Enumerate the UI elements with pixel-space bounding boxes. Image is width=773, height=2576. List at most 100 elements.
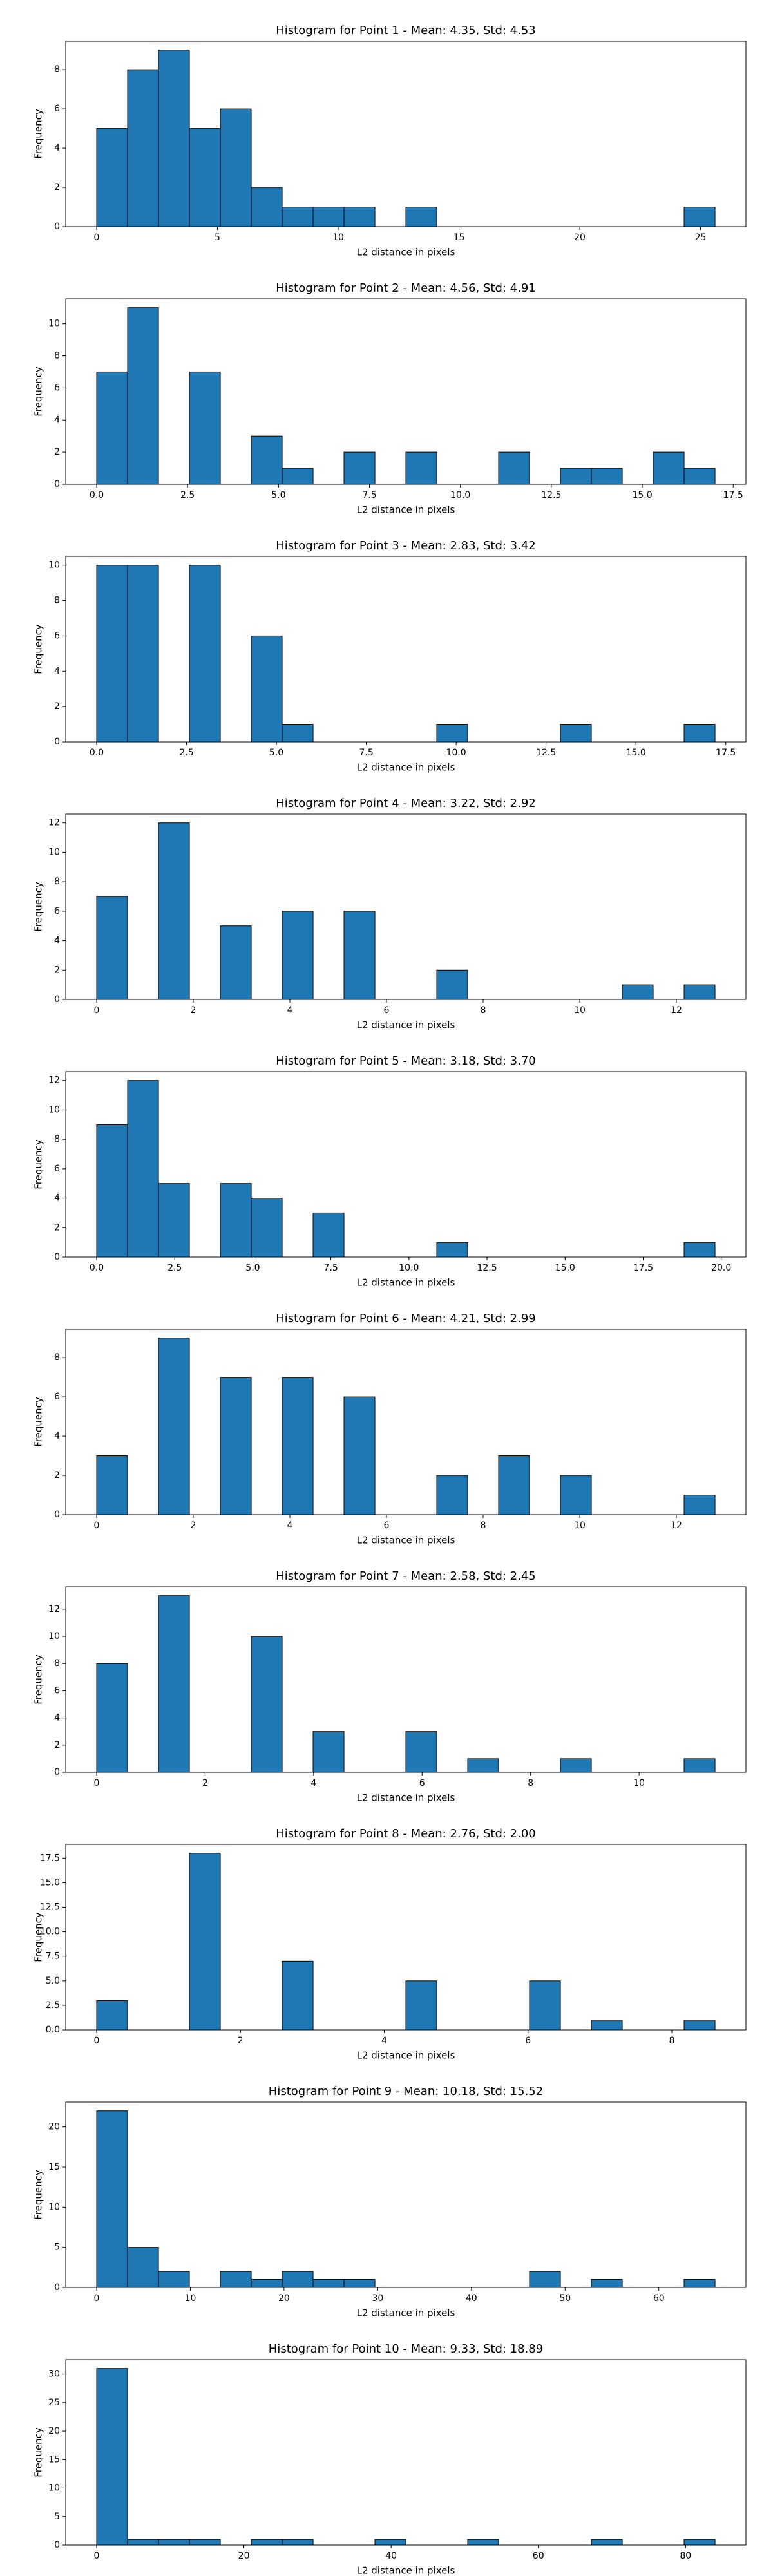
bar — [343, 1396, 376, 1515]
bar — [529, 2271, 561, 2288]
y-tick-label: 4 — [54, 666, 60, 676]
y-tick-label: 6 — [54, 383, 60, 393]
bar — [498, 1455, 530, 1515]
bar — [158, 822, 190, 1000]
chart-title: Histogram for Point 2 - Mean: 4.56, Std:… — [276, 281, 536, 295]
bar — [251, 187, 283, 227]
bar — [591, 2539, 623, 2546]
bar — [189, 2539, 221, 2546]
x-tick-label: 2.5 — [180, 490, 195, 500]
x-tick-label: 15.0 — [555, 1263, 575, 1273]
x-tick-label: 10.0 — [446, 748, 466, 758]
chart-title: Histogram for Point 5 - Mean: 3.18, Std:… — [276, 1054, 536, 1068]
bar — [436, 1475, 468, 1515]
y-tick-label: 4 — [54, 415, 60, 425]
x-tick-label: 12.5 — [541, 490, 561, 500]
bar — [282, 911, 314, 1000]
x-tick-label: 12.5 — [536, 748, 556, 758]
bar — [96, 1124, 128, 1258]
y-tick-label: 12 — [48, 1604, 60, 1615]
y-tick-label: 15 — [48, 2454, 60, 2465]
x-tick-label: 17.5 — [723, 490, 743, 500]
bar — [560, 468, 592, 485]
bar — [251, 435, 283, 485]
bar — [683, 1495, 716, 1515]
y-tick-label: 12.5 — [40, 1902, 60, 1913]
bar — [189, 565, 221, 743]
y-axis-label: Frequency — [33, 1912, 44, 1962]
x-tick-label: 5.0 — [271, 490, 285, 500]
x-axis-label: L2 distance in pixels — [357, 2307, 455, 2319]
x-tick-label: 20 — [574, 232, 586, 243]
y-tick-label: 5.0 — [46, 1976, 60, 1986]
y-tick-label: 2 — [54, 1740, 60, 1750]
bar — [96, 565, 128, 743]
x-tick-label: 8 — [481, 1005, 486, 1016]
y-tick-label: 10 — [48, 1631, 60, 1642]
x-tick-label: 4 — [381, 2036, 387, 2046]
bar — [312, 2279, 345, 2288]
chart-title: Histogram for Point 9 - Mean: 10.18, Std… — [269, 2085, 543, 2098]
y-tick-label: 2 — [54, 1222, 60, 1233]
y-tick-label: 4 — [54, 1713, 60, 1723]
y-tick-label: 12 — [48, 818, 60, 828]
bar — [251, 2539, 283, 2546]
x-tick-label: 10 — [185, 2293, 196, 2304]
bar — [96, 371, 128, 485]
chart: Histogram for Point 1 - Mean: 4.35, Std:… — [33, 24, 747, 258]
y-tick-label: 0 — [54, 994, 60, 1005]
y-tick-label: 20 — [48, 2426, 60, 2436]
x-axis-label: L2 distance in pixels — [357, 2050, 455, 2061]
y-axis-label: Frequency — [33, 882, 44, 932]
bar — [220, 1183, 252, 1258]
chart-title: Histogram for Point 7 - Mean: 2.58, Std:… — [276, 1569, 536, 1583]
bar — [683, 2020, 716, 2031]
bar — [220, 1377, 252, 1515]
x-tick-label: 2 — [191, 1005, 196, 1016]
bar — [158, 2539, 190, 2546]
bar — [220, 2271, 252, 2288]
x-tick-label: 8 — [481, 1520, 486, 1531]
y-tick-label: 0 — [54, 479, 60, 489]
x-tick-label: 8 — [669, 2036, 675, 2046]
y-tick-label: 5 — [54, 2512, 60, 2522]
chart: Histogram for Point 10 - Mean: 9.33, Std… — [33, 2342, 747, 2576]
bar — [282, 724, 314, 743]
x-axis-label: L2 distance in pixels — [357, 1792, 455, 1804]
chart: Histogram for Point 5 - Mean: 3.18, Std:… — [33, 1054, 747, 1289]
x-tick-label: 17.5 — [633, 1263, 653, 1273]
y-tick-label: 10 — [48, 2483, 60, 2494]
bar — [560, 1475, 592, 1515]
bar — [127, 2247, 159, 2288]
y-tick-label: 10 — [48, 560, 60, 571]
bar — [467, 1758, 499, 1773]
x-tick-label: 2.5 — [167, 1263, 182, 1273]
bar — [591, 2279, 623, 2288]
x-tick-label: 17.5 — [716, 748, 736, 758]
bar — [312, 1731, 345, 1773]
bar — [189, 371, 221, 485]
x-tick-label: 0 — [94, 1005, 100, 1016]
plot-frame — [65, 41, 747, 227]
x-tick-label: 7.5 — [324, 1263, 338, 1273]
chart: Histogram for Point 2 - Mean: 4.56, Std:… — [33, 281, 747, 516]
y-tick-label: 8 — [54, 596, 60, 606]
bar — [467, 2539, 499, 2546]
y-tick-label: 0 — [54, 2282, 60, 2293]
y-tick-label: 8 — [54, 876, 60, 887]
bar — [591, 2020, 623, 2031]
bar — [282, 207, 314, 227]
bar — [189, 1853, 221, 2031]
x-tick-label: 4 — [310, 1778, 316, 1788]
bar — [282, 2271, 314, 2288]
x-tick-label: 0 — [94, 232, 100, 243]
x-tick-label: 15 — [453, 232, 465, 243]
x-axis-label: L2 distance in pixels — [357, 1019, 455, 1031]
plot-frame — [65, 1586, 747, 1773]
y-tick-label: 0 — [54, 222, 60, 232]
x-tick-label: 10 — [574, 1520, 586, 1531]
chart-title: Histogram for Point 4 - Mean: 3.22, Std:… — [276, 797, 536, 810]
bar — [282, 1960, 314, 2031]
y-axis-label: Frequency — [33, 366, 44, 417]
